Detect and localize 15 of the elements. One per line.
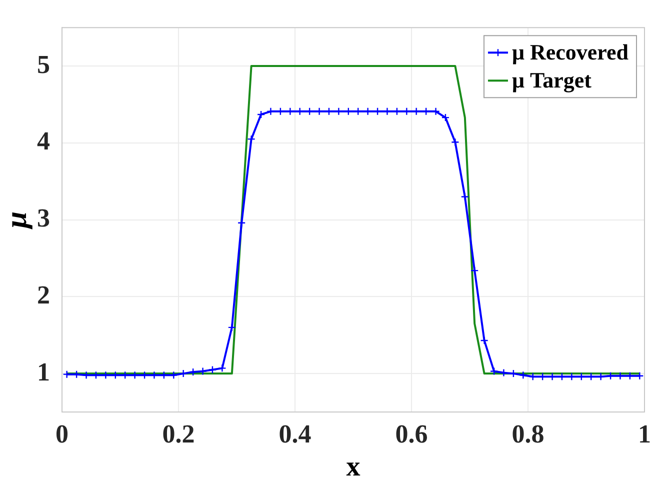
x-tick-label: 0.8 bbox=[512, 419, 544, 448]
x-tick-label: 0.2 bbox=[162, 419, 195, 448]
x-tick-label: 0 bbox=[56, 419, 68, 448]
x-tick-label: 1 bbox=[638, 419, 651, 448]
y-tick-label: 3 bbox=[37, 204, 50, 233]
x-tick-label: 0.6 bbox=[395, 419, 428, 448]
x-axis-title: x bbox=[346, 451, 360, 482]
y-tick-label: 5 bbox=[37, 50, 50, 79]
y-tick-label: 4 bbox=[37, 126, 50, 156]
y-tick-label: 1 bbox=[37, 357, 50, 386]
legend-label: μ Recovered bbox=[512, 39, 629, 64]
legend-label: μ Target bbox=[512, 67, 592, 92]
y-tick-label: 2 bbox=[37, 280, 50, 310]
x-tick-label: 0.4 bbox=[278, 419, 312, 448]
y-axis-title: μ bbox=[0, 211, 33, 230]
